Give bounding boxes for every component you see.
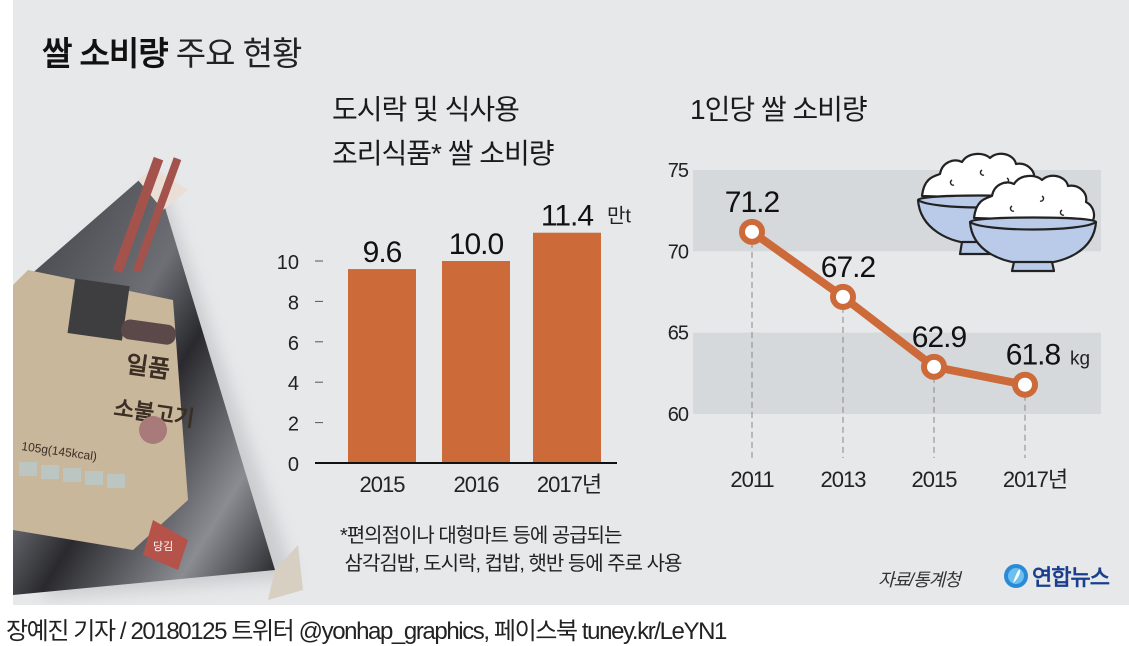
line-point-2015	[921, 353, 947, 380]
yonhap-logo-icon	[1004, 564, 1028, 588]
line-point-2011	[739, 218, 765, 245]
line-ytick-label: 60	[668, 404, 689, 426]
photo-badge: 당김	[153, 540, 173, 553]
line-value-label: 67.2	[821, 251, 876, 284]
bar-value-label: 10.0	[449, 228, 504, 261]
line-chart-title-text: 1인당 쌀 소비량	[690, 94, 868, 125]
page-title: 쌀 소비량 주요 현황	[42, 27, 303, 75]
line-xtick-label: 2011	[730, 467, 774, 492]
footnote: *편의점이나 대형마트 등에 공급되는 삼각김밥, 도시락, 컵밥, 햇반 등에…	[340, 522, 683, 578]
source-label: 자료/통계청	[878, 570, 961, 590]
line-xtick-label: 2013	[821, 467, 867, 492]
line-point-2017년	[1012, 371, 1038, 398]
bar-chart-title-line-1: 도시락 및 식사용	[332, 94, 520, 125]
bar-2017년	[533, 232, 601, 463]
line-series	[749, 228, 1026, 389]
line-value-label: 71.2	[725, 186, 780, 219]
line-chart-title: 1인당 쌀 소비량	[690, 88, 868, 132]
rice-bowls-icon	[916, 152, 1098, 273]
bar-value-label: 11.4	[541, 200, 593, 233]
line-xtick-label: 2017년	[1003, 467, 1067, 492]
footnote-line-2: 삼각김밥, 도시락, 컵밥, 햇반 등에 주로 사용	[340, 553, 683, 575]
bar-xtick-label: 2015	[360, 472, 406, 497]
bar-unit-label: 만t	[607, 205, 631, 228]
bar-chart-title-line-2: 조리식품* 쌀 소비량	[332, 138, 555, 169]
line-point-2013	[830, 283, 856, 310]
bar-ytick-label: 8	[288, 292, 299, 314]
footnote-line-1: *편의점이나 대형마트 등에 공급되는	[340, 525, 622, 547]
bar-2015	[348, 269, 416, 463]
bar-ytick-label: 4	[288, 373, 299, 395]
title-light: 주요 현황	[175, 35, 303, 72]
yonhap-logo-text: 연합뉴스	[1032, 565, 1110, 590]
line-value-label: 62.9	[912, 321, 967, 354]
bar-ytick-label: 0	[288, 454, 299, 476]
yonhap-logo: 연합뉴스	[1003, 560, 1110, 592]
bar-chart: 0 2 4 6 8 10 9.6 2015 10.0 2016 11.4 2017년 만t	[277, 200, 632, 497]
bar-ytick-label: 10	[277, 252, 299, 274]
credit-line: 장예진 기자 / 20180125 트위터 @yonhap_graphics, …	[6, 618, 727, 645]
line-ytick-label: 75	[668, 160, 689, 182]
triangle-kimbap-photo: 일품 소불고기 105g(145kcal) 당김	[13, 156, 303, 600]
bar-xtick-label: 2016	[454, 472, 500, 497]
bar-chart-title: 도시락 및 식사용 조리식품* 쌀 소비량	[332, 88, 555, 176]
bar-ytick-label: 6	[288, 333, 299, 355]
line-unit-label: kg	[1070, 349, 1090, 370]
bar-value-label: 9.6	[363, 236, 402, 269]
bar-ytick-label: 2	[288, 414, 299, 436]
photo-label-1: 일품	[124, 351, 171, 384]
line-ytick-label: 65	[668, 323, 689, 345]
line-chart: 60 65 70 75 71.2 2011 67.2 2013 62.9 2015 61.8 2017…	[668, 160, 1101, 492]
bar-xtick-label: 2017년	[537, 472, 601, 497]
line-ytick-label: 70	[668, 241, 689, 263]
title-bold: 쌀 소비량	[42, 35, 169, 72]
line-band	[693, 332, 1101, 414]
line-value-label: 61.8	[1006, 339, 1061, 372]
bar-2016	[442, 261, 510, 463]
line-xtick-label: 2015	[912, 467, 958, 492]
